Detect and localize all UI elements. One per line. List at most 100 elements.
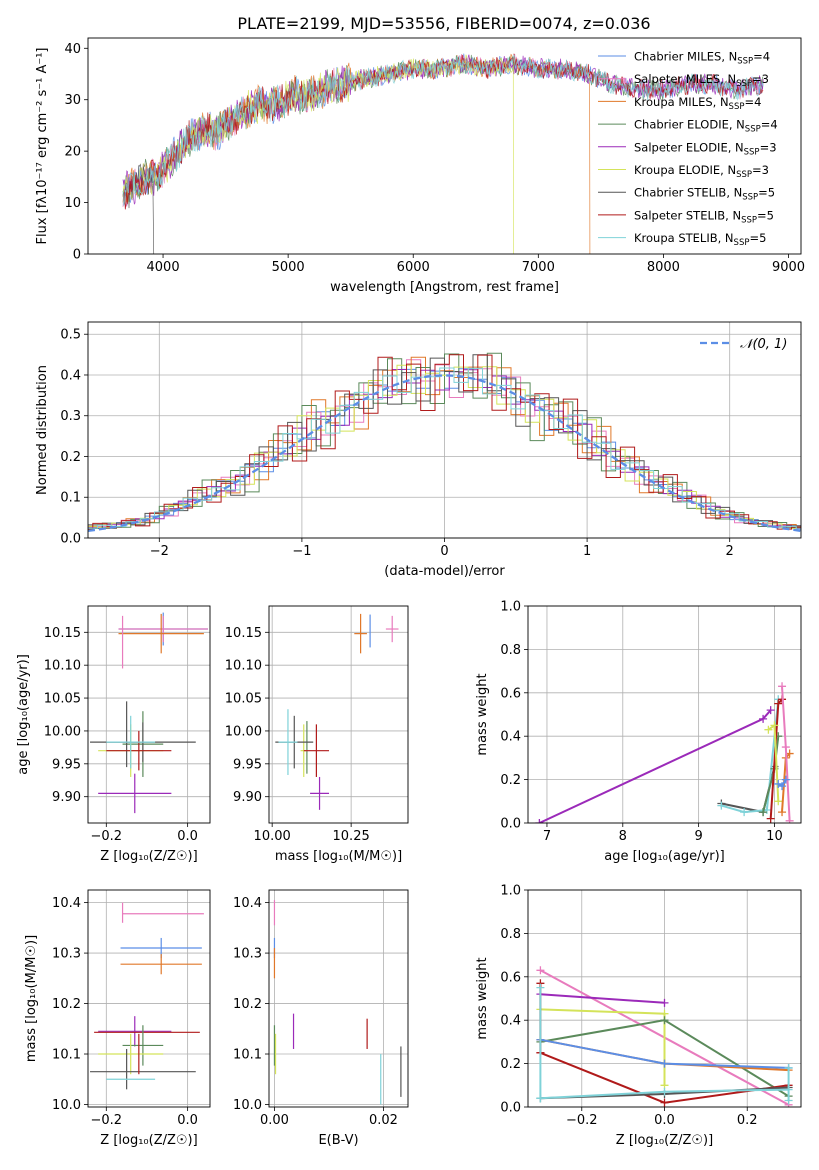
y-tick-label: 0.6: [500, 686, 521, 701]
x-tick-label: 5000: [272, 260, 305, 275]
axes-frame: [527, 889, 802, 1108]
y-tick-label: 0.4: [500, 730, 521, 745]
spectrum-line: [122, 53, 764, 210]
plot-area: [536, 966, 793, 1107]
x-tick-label: 7000: [522, 260, 555, 275]
x-tick-label: 0: [440, 544, 448, 559]
weight-marker: [778, 682, 787, 691]
y-tick-label: 10.3: [233, 947, 262, 962]
y-tick-label: 0.8: [500, 927, 521, 942]
y-tick-label: 20: [64, 145, 81, 160]
plot-area: [535, 682, 794, 823]
y-tick-label: 9.95: [52, 757, 81, 772]
legend-entry: Kroupa ELODIE, NSSP=3: [634, 163, 769, 180]
y-tick-label: 1.0: [500, 884, 521, 899]
y-axis-label: Normed distribution: [35, 365, 50, 495]
x-tick-label: 2: [726, 544, 734, 559]
weight-marker: [781, 775, 790, 784]
weight-marker: [660, 1016, 669, 1025]
y-tick-label: 9.95: [233, 757, 262, 772]
weight-marker: [764, 725, 773, 734]
axes-frame: [87, 37, 802, 255]
x-tick-label: −2: [150, 544, 169, 559]
y-tick-label: 10.2: [52, 997, 81, 1012]
y-tick-label: 1.0: [500, 600, 521, 615]
weight-marker: [660, 1098, 669, 1107]
x-tick-label: 0.0: [177, 829, 198, 844]
y-tick-label: 10.0: [233, 1098, 262, 1113]
y-tick-label: 10.00: [225, 724, 262, 739]
axes-frame: [268, 889, 409, 1108]
y-tick-label: 0.2: [500, 1057, 521, 1072]
panel-age-vs-mass: 10.00 10.25 9.90 9.95 10.00 10.05 10.10 10.15 ma…: [225, 605, 409, 864]
spectrum-line: [122, 54, 764, 206]
x-axis-label: E(B-V): [318, 1133, 358, 1148]
weight-marker: [660, 1059, 669, 1068]
axes-frame: [527, 605, 802, 824]
x-tick-label: −0.2: [91, 829, 123, 844]
panel-spectrum: 4000 5000 6000 7000 8000 9000 0 10 20 30 40 wavelen…: [35, 37, 805, 295]
weight-marker: [740, 808, 749, 817]
weight-marker: [774, 699, 783, 708]
y-tick-label: 9.90: [52, 790, 81, 805]
x-tick-label: 9: [694, 829, 702, 844]
weight-marker: [660, 998, 669, 1007]
y-axis-label: mass weight: [475, 957, 490, 1039]
axes-frame: [87, 605, 211, 824]
y-tick-label: 10.4: [52, 896, 81, 911]
legend-entry: Chabrier STELIB, NSSP=5: [634, 186, 775, 203]
y-tick-label: 0.6: [500, 970, 521, 985]
weight-marker: [770, 721, 779, 730]
y-tick-label: 10.0: [52, 1098, 81, 1113]
y-tick-label: 10.05: [44, 692, 81, 707]
weight-marker: [759, 808, 768, 817]
x-tick-label: 0.0: [654, 1113, 675, 1128]
x-tick-label: 6000: [397, 260, 430, 275]
y-tick-label: 10.15: [44, 626, 81, 641]
plot-area: [90, 902, 204, 1090]
panel-mass-vs-Z: −0.2 0.0 10.0 10.1 10.2 10.3 10.4 Z [log₁₀(Z/Z☉…: [24, 889, 211, 1148]
weight-marker: [536, 983, 545, 992]
panel-massweight-vs-age: 7 8 9 10 0.0 0.2 0.4 0.6 0.8 1.0 age [log₁₀(age/yr…: [475, 600, 802, 864]
x-tick-label: −0.2: [91, 1113, 123, 1128]
legend-entry: Salpeter MILES, NSSP=3: [634, 72, 769, 89]
y-tick-label: 10.4: [233, 896, 262, 911]
plot-area: [122, 53, 764, 254]
x-tick-label: 1: [583, 544, 591, 559]
y-tick-label: 0.1: [60, 491, 81, 506]
x-tick-label: −1: [292, 544, 311, 559]
weight-marker: [766, 706, 775, 715]
y-axis-label: mass [log₁₀(M/M☉)]: [24, 935, 39, 1062]
y-tick-label: 10.1: [52, 1048, 81, 1063]
weight-marker: [785, 816, 794, 823]
y-tick-label: 9.90: [233, 790, 262, 805]
weight-marker: [536, 966, 545, 975]
x-tick-label: 10.25: [333, 829, 370, 844]
weight-marker: [784, 1063, 793, 1072]
x-axis-label: (data-model)/error: [384, 564, 505, 579]
legend-entry: 𝒩(0, 1): [740, 337, 787, 352]
x-tick-label: 0.02: [369, 1113, 398, 1128]
legend-entry: Chabrier ELODIE, NSSP=4: [634, 118, 778, 135]
figure-title: PLATE=2199, MJD=53556, FIBERID=0074, z=0…: [237, 14, 650, 33]
weight-marker: [766, 814, 775, 823]
y-tick-label: 0.4: [60, 368, 81, 383]
y-tick-label: 0.5: [60, 328, 81, 343]
weight-line: [540, 1008, 666, 1086]
weight-marker: [778, 782, 787, 791]
y-axis-label: age [log₁₀(age/yr)]: [16, 654, 31, 775]
x-tick-label: 0.2: [737, 1113, 758, 1128]
x-axis-label: Z [log₁₀(Z/Z☉)]: [100, 1133, 197, 1148]
legend-entry: Kroupa MILES, NSSP=4: [634, 95, 761, 112]
plot-area: [88, 352, 801, 533]
y-tick-label: 0.0: [500, 1101, 521, 1116]
x-tick-label: 10: [766, 829, 783, 844]
y-tick-label: 30: [64, 93, 81, 108]
axes-frame: [268, 605, 409, 824]
y-tick-label: 10.2: [233, 997, 262, 1012]
weight-marker: [536, 1094, 545, 1103]
axes-frame: [87, 321, 802, 539]
panel-age-vs-Z: −0.2 0.0 9.90 9.95 10.00 10.05 10.10 10.15 Z [lo…: [16, 605, 211, 864]
weight-marker: [778, 808, 787, 817]
y-tick-label: 0.0: [500, 817, 521, 832]
